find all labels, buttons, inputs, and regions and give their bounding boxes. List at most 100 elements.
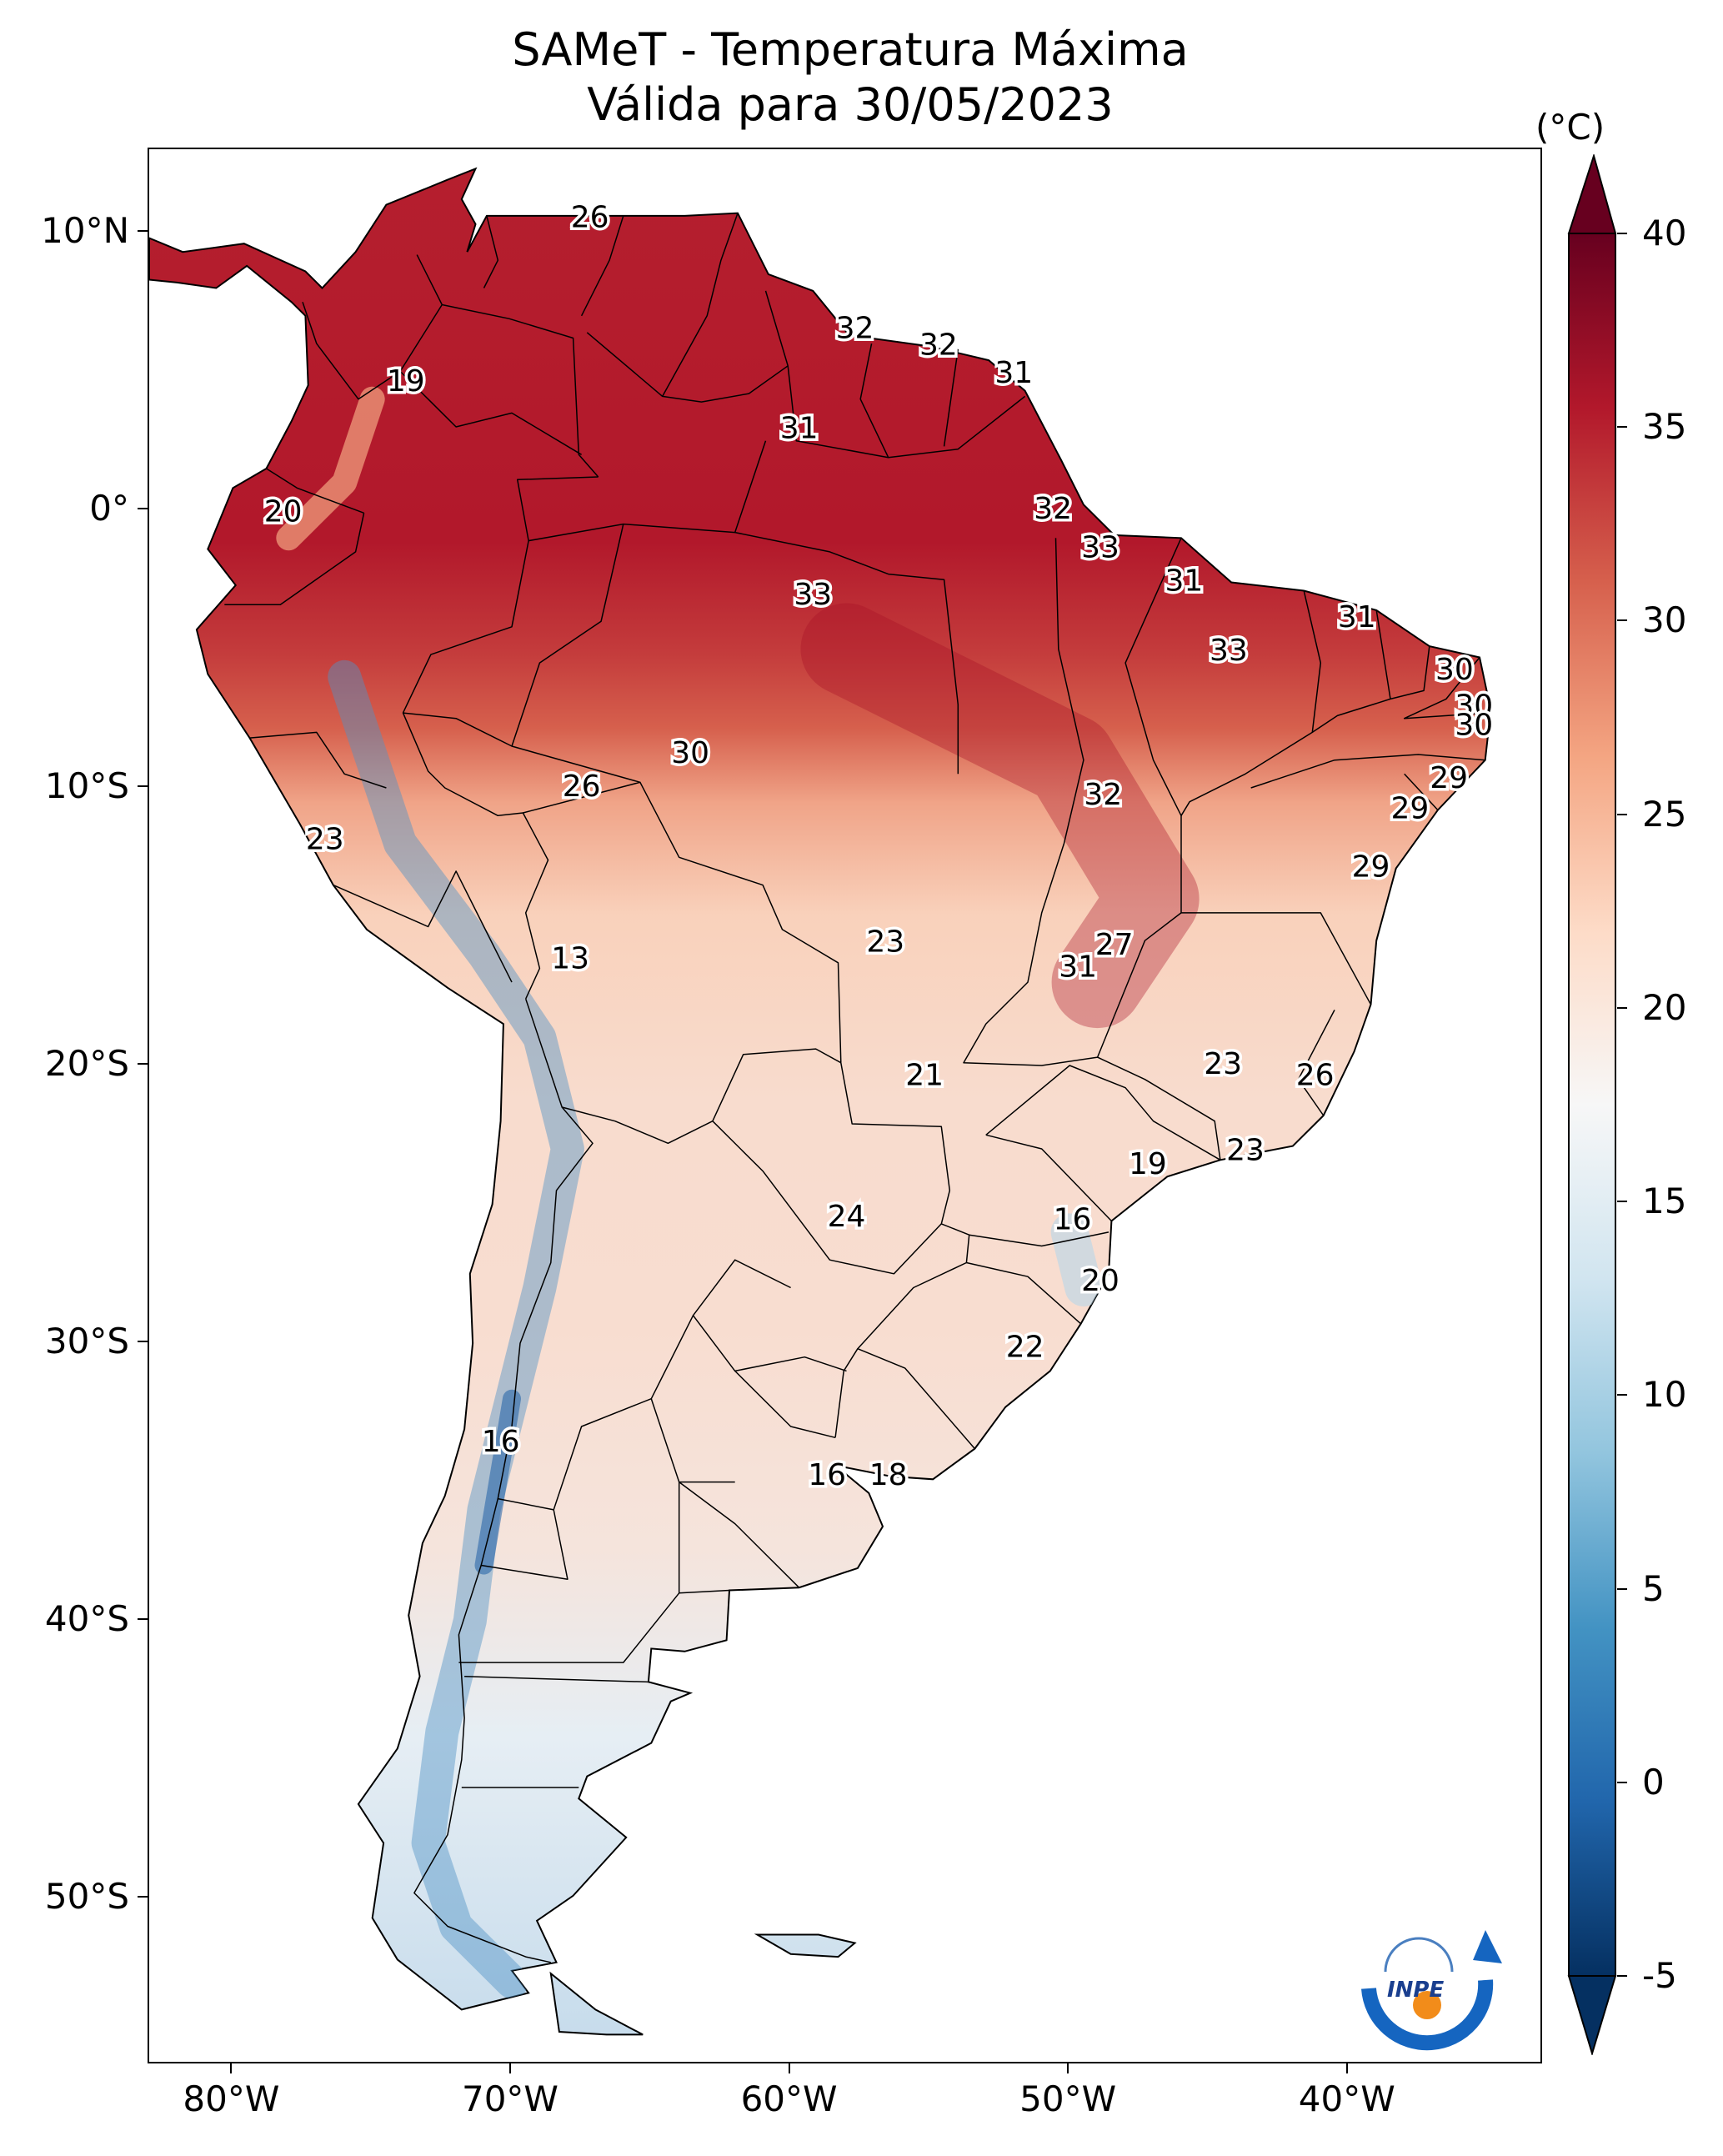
longitude-tick-label: 40°W [1298, 2078, 1395, 2119]
value-label: 29 [1430, 761, 1468, 795]
border-line [662, 213, 739, 397]
border-line [498, 1398, 652, 1511]
border-line [483, 215, 499, 288]
colorbar-tick-label: 40 [1642, 213, 1687, 253]
colorbar-gradient [1568, 233, 1616, 1977]
latitude-tick-mark [138, 1896, 148, 1898]
colorbar-tick-label: 30 [1642, 599, 1687, 641]
latitude-tick-label: 50°S [44, 1876, 129, 1918]
value-label: 13 [551, 942, 589, 976]
value-label: 33 [1210, 634, 1248, 668]
latitude-tick-mark [138, 507, 148, 509]
border-line [464, 1675, 649, 1683]
border-line [943, 348, 959, 447]
colorbar-tick-label: 35 [1642, 406, 1687, 448]
value-label: 29 [1390, 792, 1429, 826]
border-line [966, 1261, 1082, 1325]
value-label: 30 [671, 736, 709, 770]
colorbar-min-extension [1567, 1975, 1617, 2055]
value-label: 18 [869, 1458, 908, 1492]
latitude-tick-label: 10°N [41, 209, 129, 251]
longitude-tick-mark [230, 2063, 233, 2073]
border-line [302, 301, 582, 455]
latitude-tick-label: 0° [89, 487, 129, 529]
colorbar-tick-label: -5 [1642, 1955, 1677, 1996]
border-line [969, 1231, 1109, 1247]
border-line [403, 712, 641, 784]
border-line [1404, 773, 1439, 811]
colorbar [1567, 154, 1617, 2055]
value-label: 32 [919, 328, 958, 363]
value-label: 30 [1435, 653, 1474, 687]
border-line [1181, 912, 1372, 1005]
value-label: 19 [387, 364, 425, 399]
value-label: 16 [808, 1458, 846, 1492]
longitude-tick-label: 60°W [740, 2078, 838, 2119]
border-line [1311, 609, 1391, 734]
border-line [402, 476, 599, 1000]
border-line [523, 781, 975, 1450]
border-line [416, 254, 599, 478]
border-line [249, 731, 387, 789]
map-plot-area: 26 32 32 31 19 31 32 20 33 31 33 31 33 30 30 30 30 29 26 32… [148, 148, 1542, 2063]
border-line [712, 1121, 942, 1275]
longitude-tick-label: 70°W [461, 2078, 558, 2119]
value-label: 24 [828, 1200, 866, 1234]
border-line [524, 998, 842, 1145]
border-line [528, 523, 735, 542]
border-line [1390, 646, 1430, 700]
colorbar-tick-mark [1617, 813, 1627, 815]
colorbar-tick-label: 0 [1642, 1761, 1665, 1803]
border-line [586, 290, 789, 403]
value-label: 32 [1084, 778, 1122, 812]
value-label: 27 [1095, 928, 1134, 962]
value-label: 26 [1296, 1058, 1335, 1092]
value-label: 33 [794, 578, 832, 612]
latitude-tick-label: 10°S [44, 765, 129, 806]
value-label: 22 [1006, 1331, 1044, 1365]
logo-sun [1413, 1991, 1441, 2019]
value-label: 21 [905, 1058, 944, 1092]
latitude-tick-label: 30°S [44, 1321, 129, 1362]
value-label: 23 [1204, 1047, 1242, 1081]
value-label: 33 [1081, 531, 1119, 565]
border-line [859, 343, 889, 459]
colorbar-tick-label: 25 [1642, 793, 1687, 835]
logo-orbit [1384, 1937, 1454, 1973]
colorbar-max-extension [1567, 154, 1617, 234]
colorbar-tick-label: 5 [1642, 1567, 1665, 1609]
colorbar-tick-mark [1617, 1394, 1627, 1396]
latitude-tick-mark [138, 1063, 148, 1065]
value-label: 29 [1352, 850, 1390, 885]
colorbar-tick-mark [1617, 233, 1627, 234]
country-borders [224, 213, 1489, 1963]
value-label: 32 [1034, 492, 1072, 526]
value-label: 23 [306, 822, 344, 856]
border-line [963, 538, 1221, 1161]
border-line [1297, 1010, 1335, 1116]
colorbar-tick-mark [1617, 1781, 1627, 1783]
longitude-tick-label: 50°W [1019, 2078, 1117, 2119]
map-subtitle: Válida para 30/05/2023 [587, 78, 1114, 131]
border-line [481, 1509, 568, 1580]
border-line [1180, 590, 1322, 816]
latitude-tick-mark [138, 229, 148, 232]
border-line [333, 870, 513, 983]
value-label: 23 [1226, 1133, 1265, 1167]
value-label: 31 [994, 356, 1033, 390]
border-line [266, 468, 364, 514]
border-line [985, 1134, 1112, 1222]
colorbar-tick-mark [1617, 619, 1627, 622]
border-line [511, 524, 624, 747]
longitude-tick-mark [788, 2063, 790, 2073]
border-line [734, 1370, 836, 1439]
longitude-tick-label: 80°W [183, 2078, 280, 2119]
logo-swoosh [1361, 1979, 1494, 2051]
colorbar-tick-mark [1617, 1587, 1627, 1590]
value-label: 20 [264, 494, 303, 529]
border-line [399, 304, 443, 372]
value-label: 30 [1455, 709, 1493, 743]
border-line [1403, 657, 1489, 720]
